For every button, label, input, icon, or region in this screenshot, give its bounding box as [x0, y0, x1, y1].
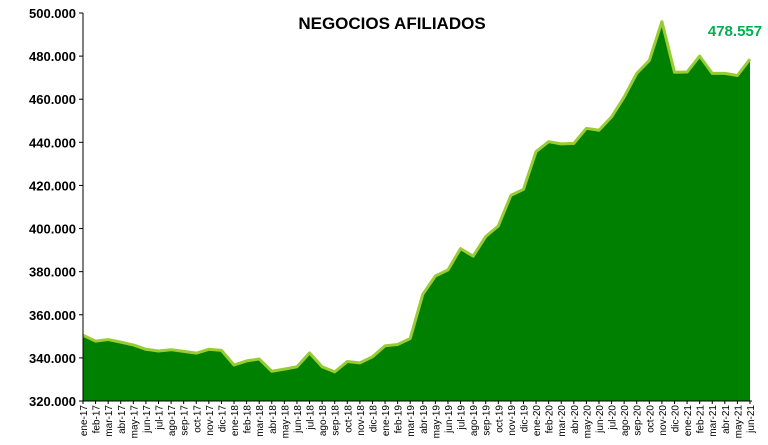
x-tick-label: may-18 — [280, 405, 291, 439]
x-tick-label: ene-18 — [230, 405, 241, 437]
x-tick-label: mar-19 — [406, 405, 417, 437]
x-tick-label: abr-20 — [570, 405, 581, 434]
y-tick-label: 460.000 — [29, 92, 76, 107]
x-tick-label: sep-20 — [633, 405, 644, 436]
x-tick-label: ene-20 — [532, 405, 543, 437]
x-tick-label: abr-21 — [721, 405, 732, 434]
x-tick-label: jun-20 — [595, 405, 606, 434]
x-tick-label: nov-17 — [205, 405, 216, 436]
chart-title: NEGOCIOS AFILIADOS — [298, 14, 485, 33]
x-tick-label: jul-17 — [155, 405, 166, 431]
x-tick-label: jun-21 — [746, 405, 757, 434]
x-tick-label: ago-18 — [318, 405, 329, 437]
x-tick-label: sep-17 — [180, 405, 191, 436]
y-tick-label: 340.000 — [29, 351, 76, 366]
y-tick-label: 380.000 — [29, 265, 76, 280]
x-tick-label: mar-18 — [255, 405, 266, 437]
x-tick-label: sep-18 — [331, 405, 342, 436]
x-tick-label: oct-18 — [343, 405, 354, 433]
y-tick-label: 480.000 — [29, 49, 76, 64]
x-tick-label: may-20 — [582, 405, 593, 439]
x-tick-label: mar-20 — [557, 405, 568, 437]
x-tick-label: mar-17 — [104, 405, 115, 437]
x-tick-label: feb-17 — [92, 405, 103, 434]
x-tick-label: ago-19 — [469, 405, 480, 437]
x-tick-label: oct-19 — [494, 405, 505, 433]
area-series-fill — [83, 21, 750, 402]
x-tick-label: jul-19 — [457, 405, 468, 431]
y-tick-label: 360.000 — [29, 308, 76, 323]
x-tick-label: jul-20 — [608, 405, 619, 431]
x-tick-label: jun-18 — [293, 405, 304, 434]
x-tick-label: ago-20 — [620, 405, 631, 437]
x-tick-label: may-17 — [129, 405, 140, 439]
x-tick-label: dic-18 — [368, 405, 379, 433]
x-tick-label: feb-20 — [545, 405, 556, 434]
x-tick-label: ene-17 — [79, 405, 90, 437]
x-tick-label: abr-17 — [117, 405, 128, 434]
x-tick-label: jun-17 — [142, 405, 153, 434]
x-tick-label: sep-19 — [482, 405, 493, 436]
x-tick-label: ene-19 — [381, 405, 392, 437]
x-tick-label: feb-18 — [243, 405, 254, 434]
y-tick-label: 440.000 — [29, 135, 76, 150]
x-tick-label: jul-18 — [306, 405, 317, 431]
y-tick-label: 320.000 — [29, 394, 76, 409]
x-tick-label: feb-19 — [394, 405, 405, 434]
x-tick-label: ago-17 — [167, 405, 178, 437]
x-tick-label: mar-21 — [708, 405, 719, 437]
x-tick-label: may-19 — [431, 405, 442, 439]
x-tick-label: may-21 — [733, 405, 744, 439]
y-tick-label: 420.000 — [29, 178, 76, 193]
y-tick-label: 500.000 — [29, 6, 76, 21]
x-tick-label: ene-21 — [683, 405, 694, 437]
area-series-line — [82, 20, 752, 374]
x-tick-label: dic-17 — [217, 405, 228, 433]
x-tick-label: feb-21 — [696, 405, 707, 434]
x-tick-label: jun-19 — [444, 405, 455, 434]
x-tick-label: nov-18 — [356, 405, 367, 436]
x-tick-label: abr-18 — [268, 405, 279, 434]
last-value-label: 478.557 — [708, 23, 762, 40]
x-tick-label: abr-19 — [419, 405, 430, 434]
x-tick-label: nov-19 — [507, 405, 518, 436]
y-tick-label: 400.000 — [29, 222, 76, 237]
x-tick-label: dic-19 — [519, 405, 530, 433]
x-tick-label: oct-20 — [645, 405, 656, 433]
x-tick-label: oct-17 — [192, 405, 203, 433]
x-tick-label: nov-20 — [658, 405, 669, 436]
x-tick-label: dic-20 — [670, 405, 681, 433]
